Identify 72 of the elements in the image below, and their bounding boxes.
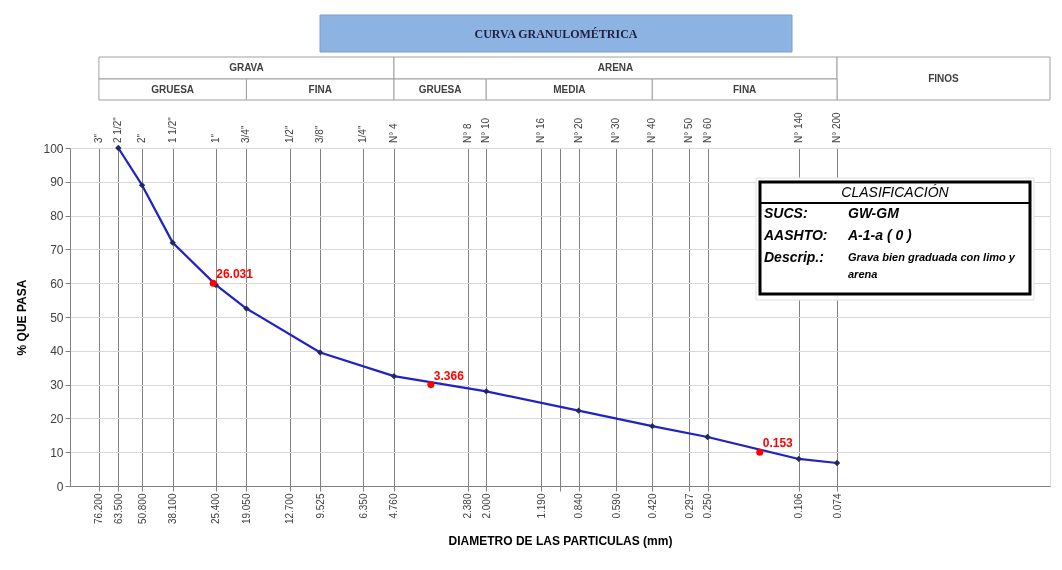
text: N° 8 — [461, 123, 473, 143]
x-tick-label: 38.100 — [167, 493, 179, 525]
x-tick-label: 12.700 — [284, 493, 296, 525]
y-tick-label: 50 — [50, 310, 64, 325]
annotation: Grava bien graduada con limo y arena — [848, 251, 1016, 280]
annotation: 26.031 — [216, 267, 254, 282]
y-tick-label: 20 — [50, 411, 64, 426]
y-tick-label: 70 — [50, 242, 64, 257]
x-tick-label: 2.380 — [462, 493, 474, 519]
y-tick-label: 30 — [50, 378, 64, 393]
text: N° 10 — [480, 117, 492, 143]
text: 3/4" — [240, 125, 252, 143]
text: GRUESA — [418, 83, 462, 95]
text: N° 140 — [792, 111, 804, 143]
x-tick-label: 0.420 — [646, 493, 658, 519]
x-tick-label: 0.840 — [573, 493, 585, 519]
text: FINOS — [928, 72, 960, 84]
text: 3/8" — [314, 125, 326, 143]
x-tick-label: 50.800 — [136, 493, 148, 525]
x-tick-label: 63.500 — [112, 493, 124, 525]
text: 1/2" — [283, 125, 295, 143]
text: ARENA — [597, 62, 634, 73]
x-tick-label: 0.250 — [702, 493, 713, 519]
annotation: CLASIFICACIÓN — [841, 184, 950, 200]
text: GRAVA — [229, 62, 264, 73]
x-tick-label: 0.297 — [683, 493, 695, 519]
text: N° 40 — [646, 117, 658, 143]
annotation: SUCS: — [764, 205, 808, 221]
text: N° 30 — [610, 117, 622, 143]
text: 2" — [136, 133, 148, 143]
text: 1/4" — [357, 125, 369, 143]
text: N° 200 — [831, 111, 843, 143]
x-tick-label: 6.350 — [357, 493, 369, 519]
y-axis-title: % QUE PASA — [15, 279, 30, 356]
annotation: Descrip.: — [764, 249, 824, 265]
text: N° 50 — [683, 117, 695, 143]
x-tick-label: 4.760 — [388, 493, 400, 519]
x-tick-label: 1.190 — [535, 493, 547, 519]
x-tick-label: 25.400 — [210, 493, 222, 525]
y-tick-label: 90 — [50, 175, 64, 190]
x-tick-label: 0.106 — [793, 493, 805, 519]
text: N° 4 — [387, 123, 399, 143]
text: 3" — [92, 133, 104, 143]
x-tick-label: 9.525 — [314, 493, 326, 519]
text: 1 1/2" — [166, 116, 178, 143]
annotation: 0.153 — [762, 436, 794, 451]
y-tick-label: 0 — [56, 479, 64, 494]
x-tick-label: 2.000 — [480, 493, 492, 519]
text: FINA — [733, 83, 757, 95]
text: 2 1/2" — [112, 116, 124, 143]
y-tick-label: 80 — [50, 209, 64, 224]
text: N° 60 — [701, 117, 713, 143]
y-tick-label: 100 — [43, 141, 64, 156]
y-tick-label: 10 — [50, 445, 64, 460]
x-tick-label: 19.050 — [240, 493, 252, 525]
text: FINA — [308, 83, 332, 95]
text: N° 20 — [572, 117, 584, 143]
y-tick-label: 60 — [50, 276, 64, 291]
text: N° 16 — [535, 117, 547, 143]
annotation: A-1-a ( 0 ) — [847, 227, 913, 243]
x-axis-title: DIAMETRO DE LAS PARTICULAS (mm) — [448, 534, 673, 549]
annotation: 3.366 — [433, 368, 465, 383]
x-tick-label: 0.590 — [610, 493, 622, 519]
chart-title: CURVA GRANULOMÉTRICA — [474, 27, 638, 41]
text: MEDIA — [553, 83, 586, 95]
annotation: GW-GM — [848, 205, 900, 221]
x-tick-label: 76.200 — [93, 493, 105, 525]
text: GRUESA — [151, 83, 195, 95]
text: 1" — [209, 133, 221, 143]
annotation: AASHTO: — [763, 227, 828, 243]
y-tick-label: 40 — [50, 344, 64, 359]
x-tick-label: 0.074 — [831, 493, 843, 519]
